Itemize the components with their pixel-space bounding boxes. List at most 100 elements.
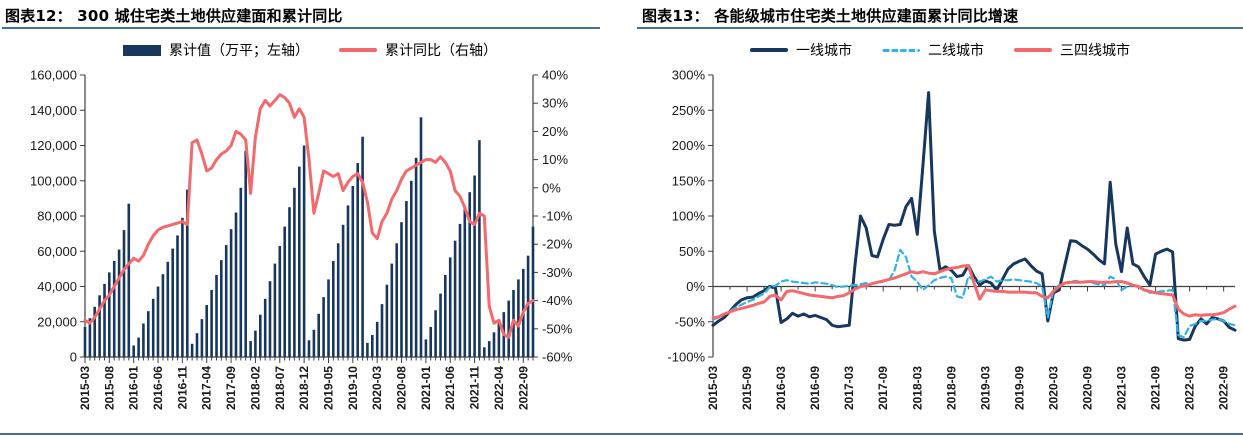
bar — [200, 319, 204, 357]
bar — [98, 295, 101, 357]
x-axis-label: 2016-09 — [808, 366, 822, 410]
bar — [186, 189, 189, 357]
bar — [380, 304, 384, 357]
y-axis-label: 150% — [672, 173, 706, 188]
right-axis-label: -50% — [542, 321, 573, 336]
bar — [366, 342, 369, 357]
legend-label: 累计同比（右轴） — [385, 42, 497, 58]
bar — [375, 321, 379, 358]
chart13-x-labels: 2015-03 2015-09 2016-03 2016-09 2017-03 2017-… — [706, 366, 1231, 410]
bar — [215, 275, 218, 357]
chart12-title: 图表12： 300 城住宅类土地供应建面和累计同比 — [5, 7, 343, 25]
x-axis-label: 2020-03 — [1046, 366, 1060, 410]
bar — [83, 327, 87, 357]
bar — [517, 279, 520, 357]
y-axis-label: 0% — [686, 279, 705, 294]
bar — [395, 243, 398, 357]
bar — [176, 235, 179, 357]
bar — [361, 136, 364, 357]
bar — [278, 246, 282, 357]
right-axis-label: 30% — [542, 96, 568, 111]
chart13-legend: 一线城市 二线城市 三四线城市 — [637, 40, 1243, 60]
bar — [93, 306, 96, 357]
x-axis-label: 2018-09 — [944, 366, 958, 410]
x-axis-label: 2022-03 — [1183, 366, 1197, 410]
bar — [317, 313, 320, 357]
chart12-legend: 累计值（万平；左轴） 累计同比（右轴） — [0, 40, 620, 60]
y-axis-label: 100% — [672, 209, 706, 224]
bar — [400, 222, 403, 357]
bar — [302, 145, 306, 357]
bar — [332, 260, 335, 357]
bar — [210, 290, 213, 357]
bar — [239, 187, 243, 357]
right-axis-label: -30% — [542, 265, 573, 280]
bar — [288, 207, 291, 357]
x-axis-label: 2020-08 — [395, 366, 409, 410]
legend-label: 三四线城市 — [1060, 42, 1130, 58]
chart13-title-rule — [637, 27, 1243, 29]
right-axis-label: 20% — [542, 124, 568, 139]
left-axis-label: 160,000 — [30, 68, 77, 83]
x-axis-label: 2021-03 — [1115, 366, 1129, 410]
bar — [497, 322, 501, 357]
bar — [414, 157, 418, 357]
bar — [103, 283, 106, 357]
bar — [463, 208, 467, 357]
line-swatch — [339, 48, 377, 52]
bar — [249, 341, 252, 357]
right-axis-label: -10% — [542, 209, 573, 224]
chart13-title: 图表13： 各能级城市住宅类土地供应建面累计同比增速 — [642, 7, 1019, 25]
bar — [137, 337, 140, 357]
bar — [293, 187, 296, 357]
left-axis-label: 40,000 — [37, 279, 77, 294]
right-axis-label: 10% — [542, 152, 568, 167]
bar — [307, 340, 311, 357]
y-axis-label: 200% — [672, 138, 706, 153]
y-axis-label: -50% — [675, 314, 706, 329]
bar — [507, 300, 510, 357]
bar — [351, 186, 355, 357]
right-axis-label: 40% — [542, 68, 568, 83]
x-axis-label: 2021-09 — [1149, 366, 1163, 410]
right-axis-label: -20% — [542, 237, 573, 252]
bar — [171, 248, 174, 357]
chart13-plot: -100% -50% 0% 50% 100% 150% 200% 250% 300% 2015-0… — [667, 68, 1237, 410]
bar — [127, 203, 131, 357]
legend-label: 二线城市 — [928, 42, 984, 58]
x-axis-label: 2018-12 — [297, 366, 311, 410]
x-axis-label: 2022-09 — [1217, 366, 1231, 410]
bar — [156, 286, 160, 357]
bar — [195, 333, 199, 357]
left-axis-label: 0 — [70, 350, 77, 365]
bar — [142, 323, 145, 357]
bar — [220, 260, 223, 357]
x-axis-label: 2016-03 — [774, 366, 788, 410]
x-axis-label: 2015-03 — [706, 366, 720, 410]
x-axis-label: 2018-07 — [273, 366, 287, 410]
bar — [263, 298, 267, 357]
bar — [419, 117, 423, 357]
bottom-divider — [0, 433, 1243, 435]
bar — [473, 175, 476, 357]
x-axis-label: 2016-06 — [151, 366, 165, 410]
legend-label: 累计值（万平；左轴） — [169, 42, 309, 58]
bar — [205, 305, 208, 357]
legend-item-tier34: 三四线城市 — [1014, 40, 1130, 60]
bar — [531, 226, 535, 357]
right-axis-label: 0% — [542, 180, 561, 195]
bar — [492, 332, 496, 357]
x-axis-label: 2021-01 — [419, 366, 433, 410]
line-series-3 — [711, 263, 1237, 320]
chart13-axes: -100% -50% 0% 50% 100% 150% 200% 250% 300% — [667, 68, 1235, 365]
tier34-line-swatch — [1014, 48, 1052, 52]
left-axis-label: 60,000 — [37, 244, 77, 259]
x-axis-label: 2022-04 — [492, 366, 506, 410]
left-axis-label: 140,000 — [30, 103, 77, 118]
bar — [283, 226, 286, 357]
bar — [429, 327, 432, 357]
bar — [312, 329, 316, 357]
bar — [273, 263, 277, 357]
bar — [346, 205, 350, 357]
bar — [190, 343, 194, 357]
